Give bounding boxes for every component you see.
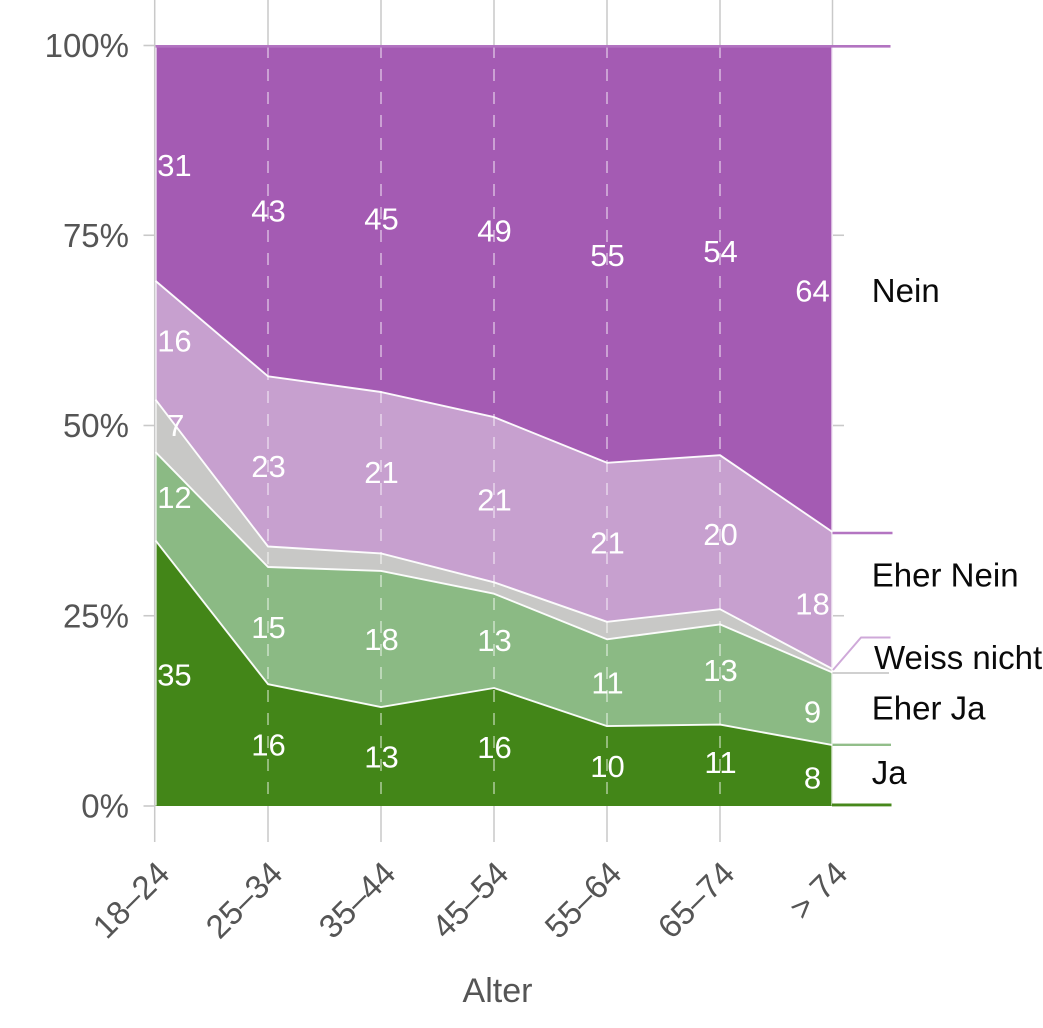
svg-text:Ja: Ja (872, 754, 908, 791)
svg-text:50%: 50% (63, 407, 129, 444)
svg-text:Alter: Alter (463, 972, 533, 1010)
svg-text:54: 54 (703, 234, 737, 269)
svg-text:13: 13 (703, 653, 737, 688)
svg-text:13: 13 (364, 740, 398, 775)
svg-text:16: 16 (477, 730, 511, 765)
svg-text:7: 7 (167, 408, 184, 443)
svg-text:9: 9 (804, 695, 821, 730)
svg-text:21: 21 (364, 455, 398, 490)
svg-text:18: 18 (795, 587, 829, 622)
svg-text:11: 11 (591, 666, 623, 701)
svg-text:35: 35 (157, 658, 191, 693)
svg-text:23: 23 (251, 449, 285, 484)
svg-text:11: 11 (704, 745, 736, 780)
svg-text:21: 21 (590, 526, 624, 561)
svg-text:16: 16 (251, 728, 285, 763)
svg-text:Eher Ja: Eher Ja (872, 690, 986, 727)
svg-text:25%: 25% (63, 597, 129, 634)
svg-text:13: 13 (477, 623, 511, 658)
svg-text:Eher Nein: Eher Nein (872, 556, 1019, 593)
svg-text:8: 8 (804, 760, 821, 795)
svg-text:15: 15 (251, 610, 285, 645)
svg-text:0%: 0% (81, 788, 129, 825)
svg-text:Weiss nicht: Weiss nicht (874, 639, 1042, 676)
svg-text:75%: 75% (63, 217, 129, 254)
svg-text:55: 55 (590, 238, 624, 273)
svg-text:Nein: Nein (872, 272, 940, 309)
svg-text:45: 45 (364, 202, 398, 237)
svg-text:21: 21 (477, 483, 511, 518)
svg-text:64: 64 (795, 274, 829, 309)
svg-text:18: 18 (364, 622, 398, 657)
svg-text:12: 12 (157, 480, 191, 515)
svg-text:49: 49 (477, 214, 511, 249)
svg-text:43: 43 (251, 194, 285, 229)
svg-text:100%: 100% (45, 27, 129, 64)
svg-text:31: 31 (157, 148, 191, 183)
svg-text:20: 20 (703, 517, 737, 552)
svg-text:16: 16 (157, 324, 191, 359)
svg-text:10: 10 (590, 749, 624, 784)
